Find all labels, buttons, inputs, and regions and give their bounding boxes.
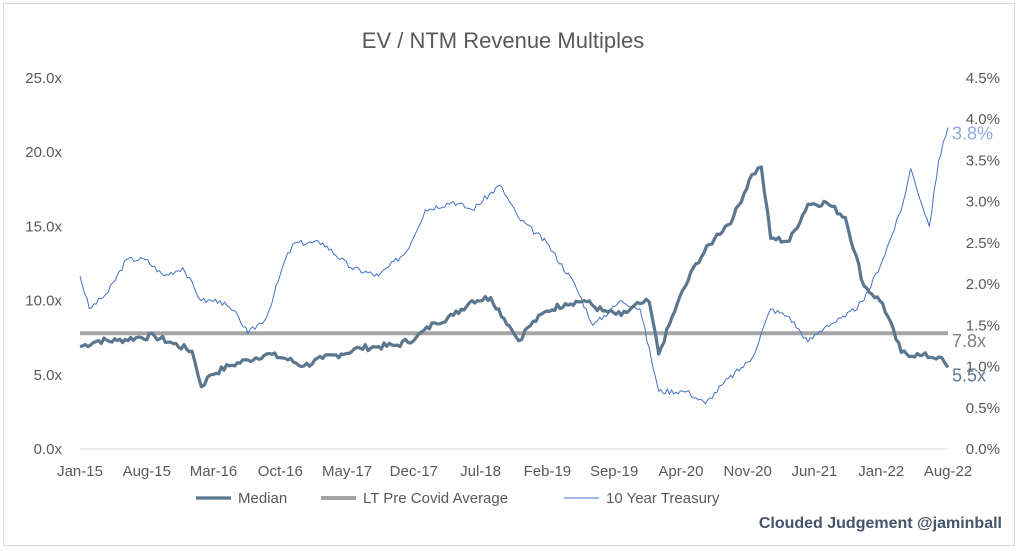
y-right-tick-label: 0.5% bbox=[966, 400, 1000, 417]
x-tick-label: Feb-19 bbox=[524, 463, 572, 480]
series-line-2 bbox=[79, 127, 949, 405]
end-label: 5.5x bbox=[952, 365, 986, 385]
chart-title: EV / NTM Revenue Multiples bbox=[362, 28, 644, 53]
legend-label: Median bbox=[238, 490, 287, 507]
legend: Median LT Pre Covid Average 10 Year Treasu… bbox=[196, 490, 720, 507]
y-left-tick-label: 0.0x bbox=[34, 441, 63, 458]
y-left-tick-label: 15.0x bbox=[25, 218, 62, 235]
y-right-tick-label: 3.5% bbox=[966, 152, 1000, 169]
x-tick-label: Jul-18 bbox=[460, 463, 501, 480]
x-tick-label: Apr-20 bbox=[658, 463, 703, 480]
series-layer bbox=[79, 127, 950, 405]
series-line-0 bbox=[79, 165, 950, 389]
y-right-tick-label: 2.5% bbox=[966, 235, 1000, 252]
x-tick-label: Aug-15 bbox=[123, 463, 171, 480]
y-right-tick-label: 3.0% bbox=[966, 194, 1000, 211]
x-tick-label: Mar-16 bbox=[190, 463, 238, 480]
x-axis: Jan-15 Aug-15 Mar-16 Oct-16 May-17 Dec-17 Jul-… bbox=[57, 463, 972, 480]
x-tick-label: Jun-21 bbox=[792, 463, 838, 480]
x-tick-label: May-17 bbox=[322, 463, 372, 480]
x-tick-label: Nov-20 bbox=[724, 463, 772, 480]
end-labels: 5.5x 7.8x 3.8% bbox=[952, 123, 993, 385]
y-right-tick-label: 1.5% bbox=[966, 317, 1000, 334]
x-tick-label: Dec-17 bbox=[390, 463, 438, 480]
x-tick-label: Sep-19 bbox=[590, 463, 638, 480]
y-right-tick-label: 0.0% bbox=[966, 441, 1000, 458]
y-right-tick-label: 2.0% bbox=[966, 276, 1000, 293]
y-left-axis: 0.0x 5.0x 10.0x 15.0x 20.0x 25.0x bbox=[25, 70, 62, 458]
y-left-tick-label: 25.0x bbox=[25, 70, 62, 87]
y-right-tick-label: 4.5% bbox=[966, 70, 1000, 87]
y-left-tick-label: 10.0x bbox=[25, 293, 62, 310]
legend-label: LT Pre Covid Average bbox=[363, 490, 508, 507]
y-left-tick-label: 5.0x bbox=[34, 367, 63, 384]
y-right-tick-label: 1.0% bbox=[966, 359, 1000, 376]
end-label: 7.8x bbox=[952, 331, 986, 351]
watermark: Clouded Judgement @jaminball bbox=[759, 515, 1002, 532]
chart-frame bbox=[3, 3, 1015, 546]
x-tick-label: Jan-15 bbox=[57, 463, 103, 480]
y-right-axis: 0.0% 0.5% 1.0% 1.5% 2.0% 2.5% 3.0% 3.5% 4.0% 4.5% bbox=[966, 70, 1000, 458]
y-right-tick-label: 4.0% bbox=[966, 111, 1000, 128]
end-label: 3.8% bbox=[952, 123, 993, 143]
x-tick-label: Aug-22 bbox=[924, 463, 972, 480]
y-left-tick-label: 20.0x bbox=[25, 144, 62, 161]
x-tick-label: Jan-22 bbox=[858, 463, 904, 480]
legend-label: 10 Year Treasury bbox=[606, 490, 720, 507]
x-tick-label: Oct-16 bbox=[258, 463, 303, 480]
